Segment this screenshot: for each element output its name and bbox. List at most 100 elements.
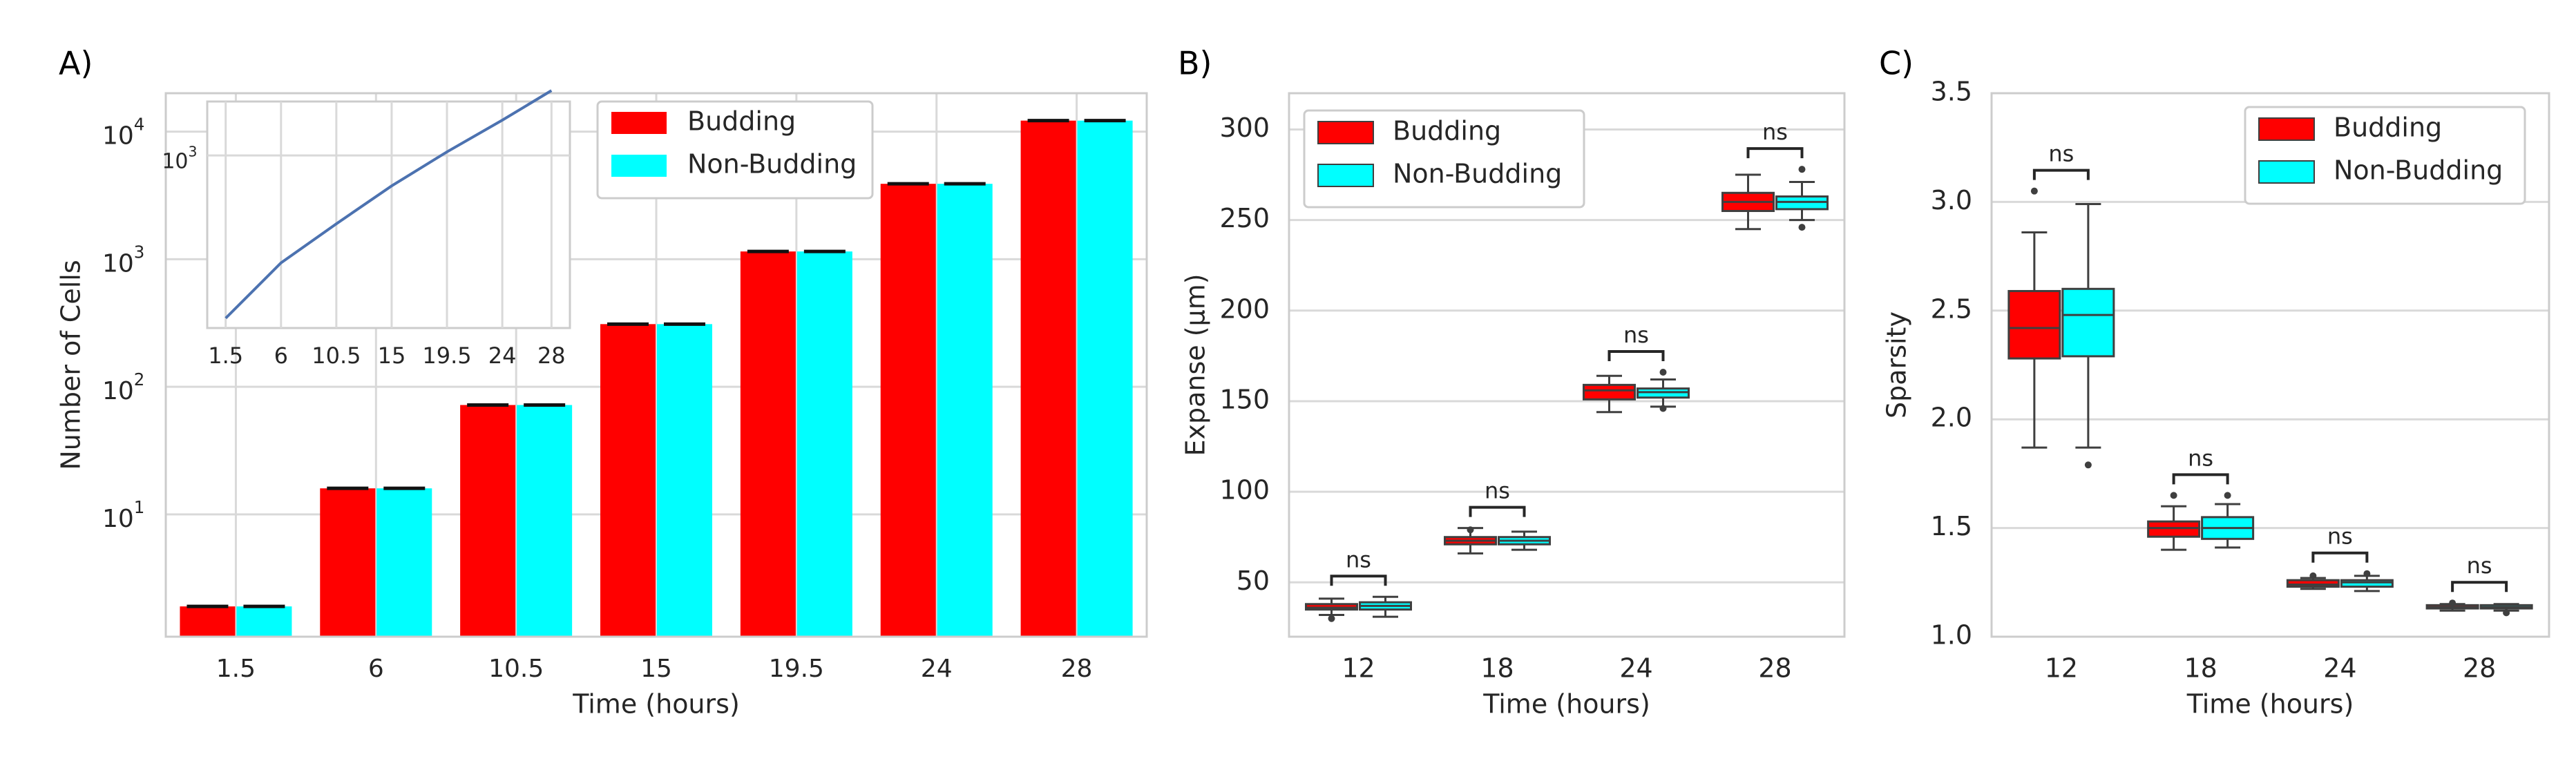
significance-bracket: [1330, 575, 1387, 586]
bar-non-budding: [236, 606, 292, 637]
y-tick-label: 10 3: [102, 242, 144, 278]
panel-c: C) 1.0 1.5 2.0 2.5 3.0 3.5 12 18 24 28 ns ns ns ns Time…: [1879, 45, 2550, 720]
outlier-point: [2084, 461, 2092, 469]
significance-label: ns: [1485, 478, 1510, 504]
significance-bracket: [2311, 551, 2369, 563]
y-tick-label: 1.0: [1931, 620, 1972, 651]
y-tick-label: 200: [1219, 293, 1270, 324]
x-tick-label: 24: [2323, 653, 2356, 684]
inset-y-tick-label: 10 3: [162, 144, 197, 174]
significance-bracket: [2032, 168, 2090, 180]
significance-bracket: [2451, 581, 2508, 593]
box-budding: [1444, 526, 1497, 555]
box-iqr: [2147, 520, 2201, 538]
y-tick-label: 10 1: [102, 497, 144, 533]
outlier-point: [2224, 492, 2231, 499]
x-tick-label: 18: [1480, 653, 1514, 684]
y-tick-label: 100: [1219, 475, 1270, 505]
y-tick-label: 50: [1237, 566, 1270, 596]
bar-non-budding: [1077, 120, 1133, 637]
legend-label: Non-Budding: [2334, 155, 2503, 186]
box-iqr: [2340, 579, 2394, 588]
outlier-point: [2503, 609, 2510, 617]
y-tick-label-exp: 2: [134, 369, 145, 389]
significance-label: ns: [2327, 523, 2353, 550]
y-tick-label: 3.0: [1931, 185, 1972, 215]
y-axis-label: Expanse (μm): [1181, 273, 1211, 456]
y-tick-label: 1.5: [1931, 511, 1972, 541]
bar-non-budding: [376, 488, 432, 637]
inset-x-tick-label: 28: [537, 343, 566, 369]
box-budding: [1721, 173, 1775, 231]
legend: Budding Non-Budding: [2244, 106, 2526, 205]
outlier-point: [2449, 599, 2456, 607]
inset-x-tick-label: 6: [274, 343, 288, 369]
inset-x-tick-label: 10.5: [312, 343, 361, 369]
box-iqr: [2286, 579, 2340, 588]
y-tick-label-base: 10: [102, 122, 134, 151]
outlier-point: [2030, 187, 2038, 195]
panel-label: B): [1178, 45, 1212, 82]
y-tick-label: 10 2: [102, 369, 144, 405]
box-non-budding: [1775, 166, 1829, 231]
legend-label: Non-Budding: [687, 149, 857, 180]
outlier-point: [2170, 492, 2177, 499]
bar-budding: [1020, 120, 1076, 637]
box-budding: [2286, 572, 2340, 590]
outlier-point: [1328, 615, 1335, 622]
bar-budding: [460, 405, 516, 637]
y-tick-label-exp: 3: [134, 242, 145, 262]
x-axis-label-a: Time (hours): [572, 689, 740, 720]
outlier-point: [2363, 570, 2371, 577]
outlier-point: [1798, 224, 1806, 231]
box-non-budding: [1359, 595, 1412, 618]
x-tick-label: 28: [2463, 653, 2496, 684]
y-tick-label: 2.0: [1931, 403, 1972, 433]
significance-bracket: [1746, 147, 1804, 159]
bar-non-budding: [517, 405, 573, 637]
box-budding: [2007, 187, 2061, 449]
y-tick-label-exp: 1: [134, 497, 145, 517]
x-tick-label: 24: [1619, 653, 1652, 684]
plot-frame-a: [164, 92, 1148, 638]
outlier-point: [1467, 526, 1474, 534]
box-budding: [1305, 597, 1358, 622]
legend-swatch-budding: [1317, 121, 1374, 144]
box-budding: [2425, 599, 2479, 612]
significance-label: ns: [2048, 141, 2074, 167]
legend-swatch-non-budding: [611, 155, 667, 177]
box-budding: [2147, 492, 2201, 551]
legend-a: Budding Non-Budding: [596, 100, 874, 200]
box-non-budding: [2479, 603, 2533, 617]
inset-frame: [206, 100, 571, 329]
x-tick-label: 24: [921, 655, 953, 683]
outlier-point: [1659, 405, 1667, 412]
box-non-budding: [2201, 492, 2255, 549]
x-tick-label: 12: [1342, 653, 1375, 684]
panel-b: B) 50 100 150 200 250 300 12 18 24 28 ns ns ns ns Time …: [1178, 45, 1846, 720]
bar-non-budding: [796, 251, 852, 637]
legend-label: Budding: [1393, 116, 1501, 146]
inset-series-line: [225, 89, 553, 320]
significance-label: ns: [1623, 322, 1649, 348]
legend-label: Budding: [2334, 113, 2442, 143]
x-axis-label: Time (hours): [2186, 689, 2354, 720]
x-tick-label: 10.5: [488, 655, 544, 683]
y-tick-label-base: 10: [102, 505, 134, 533]
y-axis-label: Sparsity: [1882, 311, 1912, 418]
bar-budding: [880, 184, 936, 637]
x-tick-label: 12: [2045, 653, 2078, 684]
x-axis-label: Time (hours): [1482, 689, 1650, 720]
box-iqr: [2007, 289, 2061, 360]
y-tick-label-exp: 4: [134, 114, 145, 134]
box-iqr: [1583, 383, 1636, 401]
significance-label: ns: [1346, 546, 1371, 572]
plot-frame: [1990, 92, 2550, 638]
x-tick-label: 1.5: [216, 655, 256, 683]
significance-label: ns: [1762, 119, 1788, 145]
box-non-budding: [1498, 530, 1551, 551]
legend-frame: [2244, 106, 2526, 205]
bar-non-budding: [657, 324, 712, 637]
